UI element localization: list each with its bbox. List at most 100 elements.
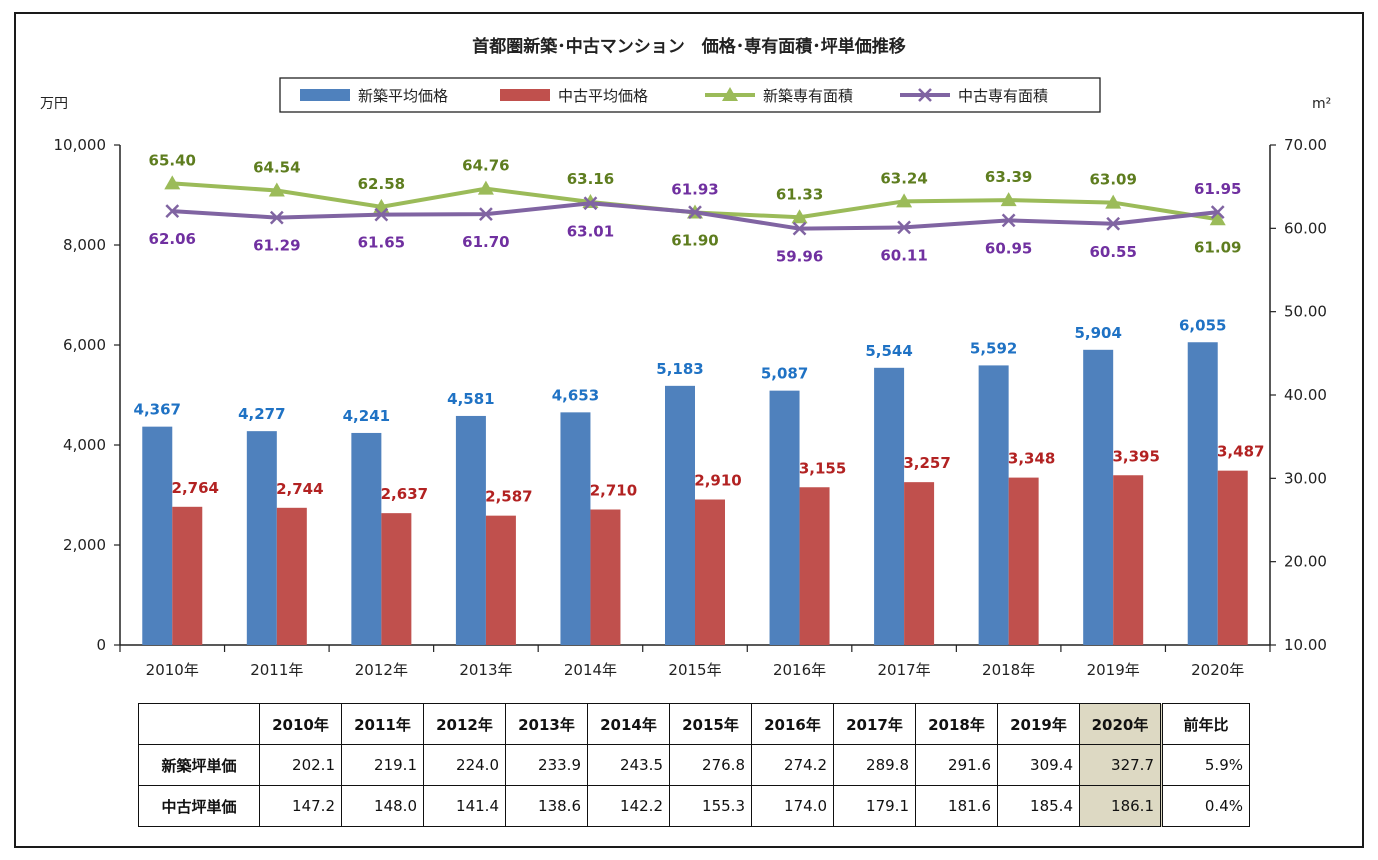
table-cell: 155.3: [669, 785, 752, 827]
marker-中古専有面積-2018年: [1001, 213, 1016, 228]
data-label-中古平均価格-2010年: 2,764: [172, 479, 219, 497]
table-cell: 185.4: [997, 785, 1080, 827]
data-label-中古平均価格-2017年: 3,257: [903, 454, 950, 472]
table-cell: 243.5: [587, 744, 670, 786]
data-label-新築専有面積-2015年: 61.90: [671, 232, 718, 250]
marker-新築専有面積-2017年: [896, 193, 913, 208]
table-cell: 138.6: [505, 785, 588, 827]
y-right-tick-label: 40.00: [1284, 386, 1327, 404]
y-left-tick-label: 2,000: [63, 536, 106, 554]
data-label-新築平均価格-2017年: 5,544: [865, 342, 912, 360]
unit-price-table: 2010年 2011年 2012年 2013年 2014年 2015年 2016年 2017年…: [138, 703, 1250, 827]
bar-中古平均価格-2015年: [695, 499, 725, 645]
bar-中古平均価格-2017年: [904, 482, 935, 645]
table-year-header: 2019年: [997, 703, 1080, 745]
x-tick-label: 2015年: [668, 661, 721, 679]
x-tick-label: 2020年: [1191, 661, 1244, 679]
y-right-tick-label: 70.00: [1284, 136, 1327, 154]
data-label-新築平均価格-2020年: 6,055: [1179, 316, 1226, 334]
bar-中古平均価格-2020年: [1217, 470, 1248, 645]
table-header-row: 2010年 2011年 2012年 2013年 2014年 2015年 2016年 2017年…: [138, 703, 1250, 745]
table-cell: 289.8: [833, 744, 916, 786]
table-cell: 327.7: [1079, 744, 1162, 786]
table-corner-cell: [138, 703, 260, 745]
data-label-新築専有面積-2013年: 64.76: [462, 157, 509, 175]
table-cell: 179.1: [833, 785, 916, 827]
bar-中古平均価格-2011年: [276, 507, 307, 645]
table-cell: 309.4: [997, 744, 1080, 786]
table-cell: 202.1: [259, 744, 342, 786]
table-year-header: 2014年: [587, 703, 670, 745]
bar-新築平均価格-2018年: [978, 365, 1009, 645]
data-label-新築専有面積-2011年: 64.54: [253, 159, 300, 177]
legend-label-中古専有面積: 中古専有面積: [958, 87, 1048, 105]
table-cell: 224.0: [423, 744, 506, 786]
bar-新築平均価格-2020年: [1187, 342, 1218, 645]
table-row-label: 新築坪単価: [138, 744, 260, 786]
data-label-中古専有面積-2017年: 60.11: [880, 246, 927, 264]
data-label-中古専有面積-2018年: 60.95: [985, 239, 1032, 257]
data-label-新築専有面積-2012年: 62.58: [358, 175, 405, 193]
x-tick-label: 2011年: [250, 661, 303, 679]
bar-新築平均価格-2015年: [665, 385, 695, 645]
table-ratio-cell: 5.9%: [1160, 744, 1250, 786]
table-year-header: 2011年: [341, 703, 424, 745]
table-cell: 141.4: [423, 785, 506, 827]
x-tick-label: 2017年: [877, 661, 930, 679]
data-label-中古平均価格-2018年: 3,348: [1008, 450, 1055, 468]
table-cell: 233.9: [505, 744, 588, 786]
x-tick-label: 2016年: [773, 661, 826, 679]
bar-中古平均価格-2019年: [1113, 475, 1144, 645]
y-left-tick-label: 10,000: [54, 136, 107, 154]
table-cell: 174.0: [751, 785, 834, 827]
y-right-tick-label: 60.00: [1284, 219, 1327, 237]
data-label-中古専有面積-2010年: 62.06: [149, 230, 196, 248]
marker-中古専有面積-2014年: [583, 196, 598, 211]
table-cell: 276.8: [669, 744, 752, 786]
table-year-header: 2012年: [423, 703, 506, 745]
y-left-tick-label: 6,000: [63, 336, 106, 354]
bar-新築平均価格-2011年: [246, 431, 277, 645]
data-label-新築専有面積-2019年: 63.09: [1089, 171, 1136, 189]
y-left-tick-label: 0: [96, 636, 106, 654]
table-cell: 142.2: [587, 785, 670, 827]
marker-中古専有面積-2010年: [165, 204, 180, 219]
line-series: [164, 175, 1226, 236]
data-label-中古専有面積-2016年: 59.96: [776, 248, 823, 266]
marker-新築専有面積-2018年: [1000, 192, 1017, 207]
table-cell: 147.2: [259, 785, 342, 827]
data-label-新築専有面積-2017年: 63.24: [880, 169, 927, 187]
x-tick-label: 2012年: [355, 661, 408, 679]
table-cell: 291.6: [915, 744, 998, 786]
marker-中古専有面積-2011年: [269, 210, 284, 225]
data-label-新築専有面積-2018年: 63.39: [985, 168, 1032, 186]
legend-box: [279, 77, 1101, 113]
data-label-新築平均価格-2015年: 5,183: [656, 360, 703, 378]
legend-label-新築専有面積: 新築専有面積: [763, 87, 853, 105]
bar-新築平均価格-2012年: [351, 432, 382, 645]
y-right-tick-label: 30.00: [1284, 469, 1327, 487]
data-label-新築専有面積-2014年: 63.16: [567, 170, 614, 188]
marker-中古専有面積-2013年: [479, 207, 493, 222]
x-tick-label: 2010年: [146, 661, 199, 679]
bar-新築平均価格-2014年: [560, 412, 591, 645]
marker-中古専有面積-2016年: [792, 221, 807, 236]
data-label-中古専有面積-2012年: 61.65: [358, 234, 405, 252]
data-label-中古平均価格-2015年: 2,910: [694, 472, 741, 490]
table-year-header: 2018年: [915, 703, 998, 745]
data-label-新築専有面積-2016年: 61.33: [776, 185, 823, 203]
data-label-中古専有面積-2013年: 61.70: [462, 233, 509, 251]
data-label-中古平均価格-2014年: 2,710: [590, 482, 637, 500]
marker-中古専有面積-2012年: [374, 207, 389, 222]
bar-中古平均価格-2014年: [590, 509, 621, 645]
marker-新築専有面積-2010年: [164, 175, 181, 190]
table-cell: 219.1: [341, 744, 424, 786]
data-label-中古専有面積-2019年: 60.55: [1089, 243, 1136, 261]
data-label-中古平均価格-2012年: 2,637: [381, 485, 428, 503]
bar-中古平均価格-2012年: [381, 513, 412, 645]
data-label-中古平均価格-2013年: 2,587: [485, 488, 532, 506]
data-labels: 4,367 4,277 4,241 4,581 4,653 5,183 5,087 5,544…: [134, 151, 1265, 505]
bar-新築平均価格-2010年: [142, 426, 173, 645]
y-right-tick-label: 20.00: [1284, 553, 1327, 571]
